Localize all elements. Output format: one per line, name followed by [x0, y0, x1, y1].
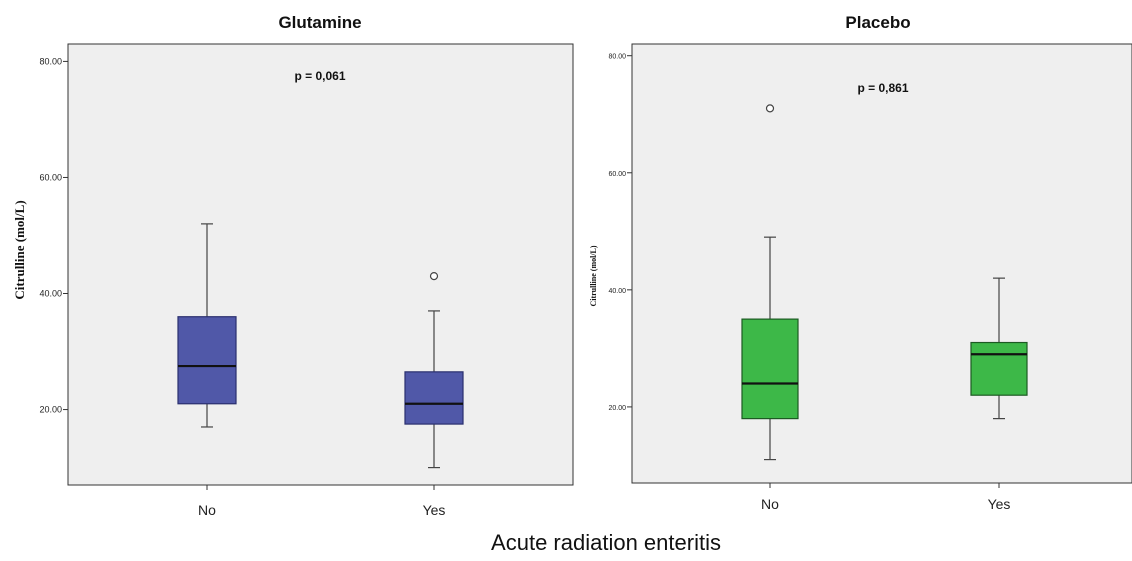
boxes-glutamine: [177, 223, 464, 469]
box-no: [741, 318, 799, 420]
x-category-label: No: [761, 496, 779, 512]
x-category-label: No: [198, 502, 216, 518]
y-tick-label: 80.00: [608, 54, 626, 61]
y-tick-label: 80.00: [39, 56, 62, 66]
box-no: [177, 316, 237, 405]
y-tick-label: 40.00: [39, 289, 62, 299]
outlier-point: [429, 272, 439, 281]
p-value-placebo: p = 0,861: [857, 81, 908, 95]
x-category-label: Yes: [423, 502, 446, 518]
panel-title-glutamine: Glutamine: [278, 13, 361, 32]
y-tick-label: 20.00: [39, 405, 62, 415]
y-axis-label-glutamine: Citrulline (mol/L): [12, 200, 27, 299]
box-yes: [970, 341, 1028, 396]
x-categories-glutamine: No Yes: [198, 485, 445, 518]
y-tick-label: 60.00: [608, 171, 626, 178]
plot-area-glutamine: [67, 43, 574, 486]
panel-glutamine: Glutamine Citrulline (mol/L) p = 0,061 8…: [12, 13, 574, 518]
panel-placebo: Placebo Citrulline (mol/L) p = 0,861 80.…: [589, 13, 1132, 512]
plot-area-placebo: [631, 43, 1132, 484]
y-tick-label: 60.00: [39, 172, 62, 182]
y-axis-label-placebo: Citrulline (mol/L): [589, 245, 598, 306]
x-categories-placebo: No Yes: [761, 483, 1010, 512]
panel-title-placebo: Placebo: [845, 13, 910, 32]
x-category-label: Yes: [988, 496, 1011, 512]
p-value-glutamine: p = 0,061: [294, 69, 345, 83]
y-ticks-placebo: 80.00 60.00 40.00 20.00: [608, 54, 632, 412]
outlier-point: [765, 104, 775, 113]
y-ticks-glutamine: 80.00 60.00 40.00 20.00: [39, 56, 68, 415]
box-yes: [404, 371, 464, 425]
y-tick-label: 40.00: [608, 288, 626, 295]
x-axis-label: Acute radiation enteritis: [491, 530, 721, 555]
y-tick-label: 20.00: [608, 405, 626, 412]
boxes-placebo: [741, 104, 1028, 461]
